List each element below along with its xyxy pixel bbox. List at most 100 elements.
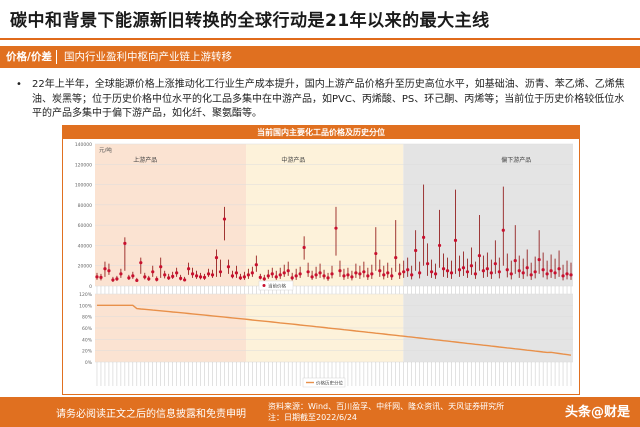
current-price-point bbox=[230, 274, 235, 278]
current-price-point bbox=[497, 270, 501, 274]
current-price-point bbox=[501, 228, 505, 232]
current-price-point bbox=[190, 272, 195, 276]
current-price-point bbox=[159, 265, 163, 269]
y-tick-label: 80% bbox=[82, 315, 93, 321]
current-price-point bbox=[218, 270, 223, 274]
y-tick-label: 140000 bbox=[75, 142, 92, 148]
current-price-point bbox=[95, 275, 99, 279]
legend-bottom-label: 价格历史分位 bbox=[316, 380, 343, 387]
current-price-point bbox=[310, 275, 314, 279]
current-price-point bbox=[210, 273, 215, 277]
current-price-point bbox=[426, 262, 430, 266]
region-downstream-label: 偏下游产品 bbox=[501, 156, 531, 164]
current-price-point bbox=[334, 226, 338, 230]
current-price-point bbox=[246, 273, 250, 277]
current-price-point bbox=[151, 270, 155, 274]
current-price-point bbox=[561, 274, 565, 278]
current-price-point bbox=[322, 274, 326, 278]
current-price-point bbox=[111, 278, 115, 282]
current-price-point bbox=[266, 274, 270, 278]
current-price-point bbox=[370, 272, 374, 276]
current-price-point bbox=[477, 253, 481, 258]
y-tick-label: 40% bbox=[82, 337, 93, 343]
current-price-point bbox=[398, 272, 402, 276]
y-tick-label: 100000 bbox=[75, 183, 92, 189]
current-price-point bbox=[354, 271, 358, 275]
section-text: 国内行业盈利中枢向产业链上游转移 bbox=[64, 51, 232, 63]
current-price-point bbox=[206, 272, 211, 276]
current-price-point bbox=[437, 243, 442, 248]
current-price-point bbox=[549, 269, 553, 273]
bullet-dot-icon: • bbox=[16, 79, 22, 90]
current-price-point bbox=[410, 273, 414, 277]
current-price-point bbox=[163, 273, 167, 277]
current-price-point bbox=[358, 272, 362, 276]
current-price-point bbox=[505, 268, 509, 272]
current-price-point bbox=[414, 248, 418, 253]
legend-top-marker bbox=[262, 284, 266, 287]
current-price-point bbox=[254, 263, 258, 267]
current-price-point bbox=[139, 261, 143, 265]
current-price-point bbox=[198, 275, 203, 279]
current-price-point bbox=[278, 273, 282, 277]
current-price-point bbox=[469, 264, 474, 268]
current-price-point bbox=[366, 274, 370, 278]
chart-svg: 0 20000 40000 60000 80000 100000 120000 140000 元… bbox=[75, 142, 573, 388]
current-price-point bbox=[298, 272, 302, 276]
current-price-point bbox=[222, 217, 227, 221]
page-title: 碳中和背景下能源新旧转换的全球行动是21年以来的最大主线 bbox=[10, 11, 490, 31]
current-price-point bbox=[402, 270, 406, 274]
watermark-logo: 头条@财是 bbox=[564, 405, 630, 420]
current-price-point bbox=[461, 266, 466, 270]
current-price-point bbox=[533, 270, 537, 274]
current-price-point bbox=[553, 271, 557, 275]
current-price-point bbox=[493, 262, 497, 266]
current-price-point bbox=[179, 276, 183, 280]
current-price-point bbox=[489, 271, 493, 275]
chart-title: 当前国内主要化工品价格及历史分位 bbox=[63, 126, 579, 139]
bullet-paragraph: • 22年上半年，全球能源价格上涨推动化工行业生产成本提升，国内上游产品价格升至… bbox=[16, 78, 628, 122]
current-price-point bbox=[302, 245, 306, 250]
current-price-point bbox=[226, 265, 231, 269]
current-price-point bbox=[517, 269, 521, 273]
current-price-point bbox=[557, 267, 561, 271]
y-axis-unit: 元/吨 bbox=[99, 146, 112, 154]
percentile-line bbox=[97, 304, 572, 356]
current-price-point bbox=[119, 272, 123, 276]
current-price-point bbox=[545, 272, 549, 276]
current-price-point bbox=[187, 267, 191, 271]
legend-top-box bbox=[258, 280, 294, 291]
current-price-point bbox=[394, 256, 398, 260]
current-price-point bbox=[473, 272, 478, 276]
current-price-point bbox=[406, 268, 410, 272]
region-midstream-label: 中游产品 bbox=[281, 156, 305, 164]
title-rule bbox=[0, 38, 640, 40]
y-tick-label: 40000 bbox=[78, 243, 92, 249]
current-price-point bbox=[99, 275, 103, 279]
current-price-point bbox=[509, 272, 513, 276]
current-price-point bbox=[422, 235, 426, 239]
current-price-point bbox=[115, 277, 119, 281]
current-price-point bbox=[453, 238, 458, 242]
current-price-point bbox=[378, 269, 382, 273]
current-price-point bbox=[202, 275, 207, 279]
current-price-point bbox=[123, 241, 127, 245]
y-tick-label: 0% bbox=[85, 360, 93, 366]
current-price-point bbox=[429, 270, 434, 274]
current-price-point bbox=[262, 277, 266, 281]
current-price-point bbox=[565, 272, 569, 276]
current-price-point bbox=[441, 267, 446, 271]
section-label: 价格/价差 bbox=[6, 51, 52, 63]
current-price-point bbox=[537, 258, 541, 262]
current-price-point bbox=[282, 271, 286, 275]
y-tick-label: 0 bbox=[89, 284, 92, 290]
current-price-point bbox=[147, 277, 151, 281]
current-price-point bbox=[103, 267, 107, 271]
current-price-point bbox=[390, 274, 394, 278]
current-price-point bbox=[306, 270, 310, 274]
current-price-point bbox=[214, 256, 219, 260]
current-price-point bbox=[513, 259, 517, 263]
current-price-point bbox=[386, 271, 390, 275]
current-price-point bbox=[234, 271, 239, 275]
current-price-point bbox=[382, 273, 386, 277]
